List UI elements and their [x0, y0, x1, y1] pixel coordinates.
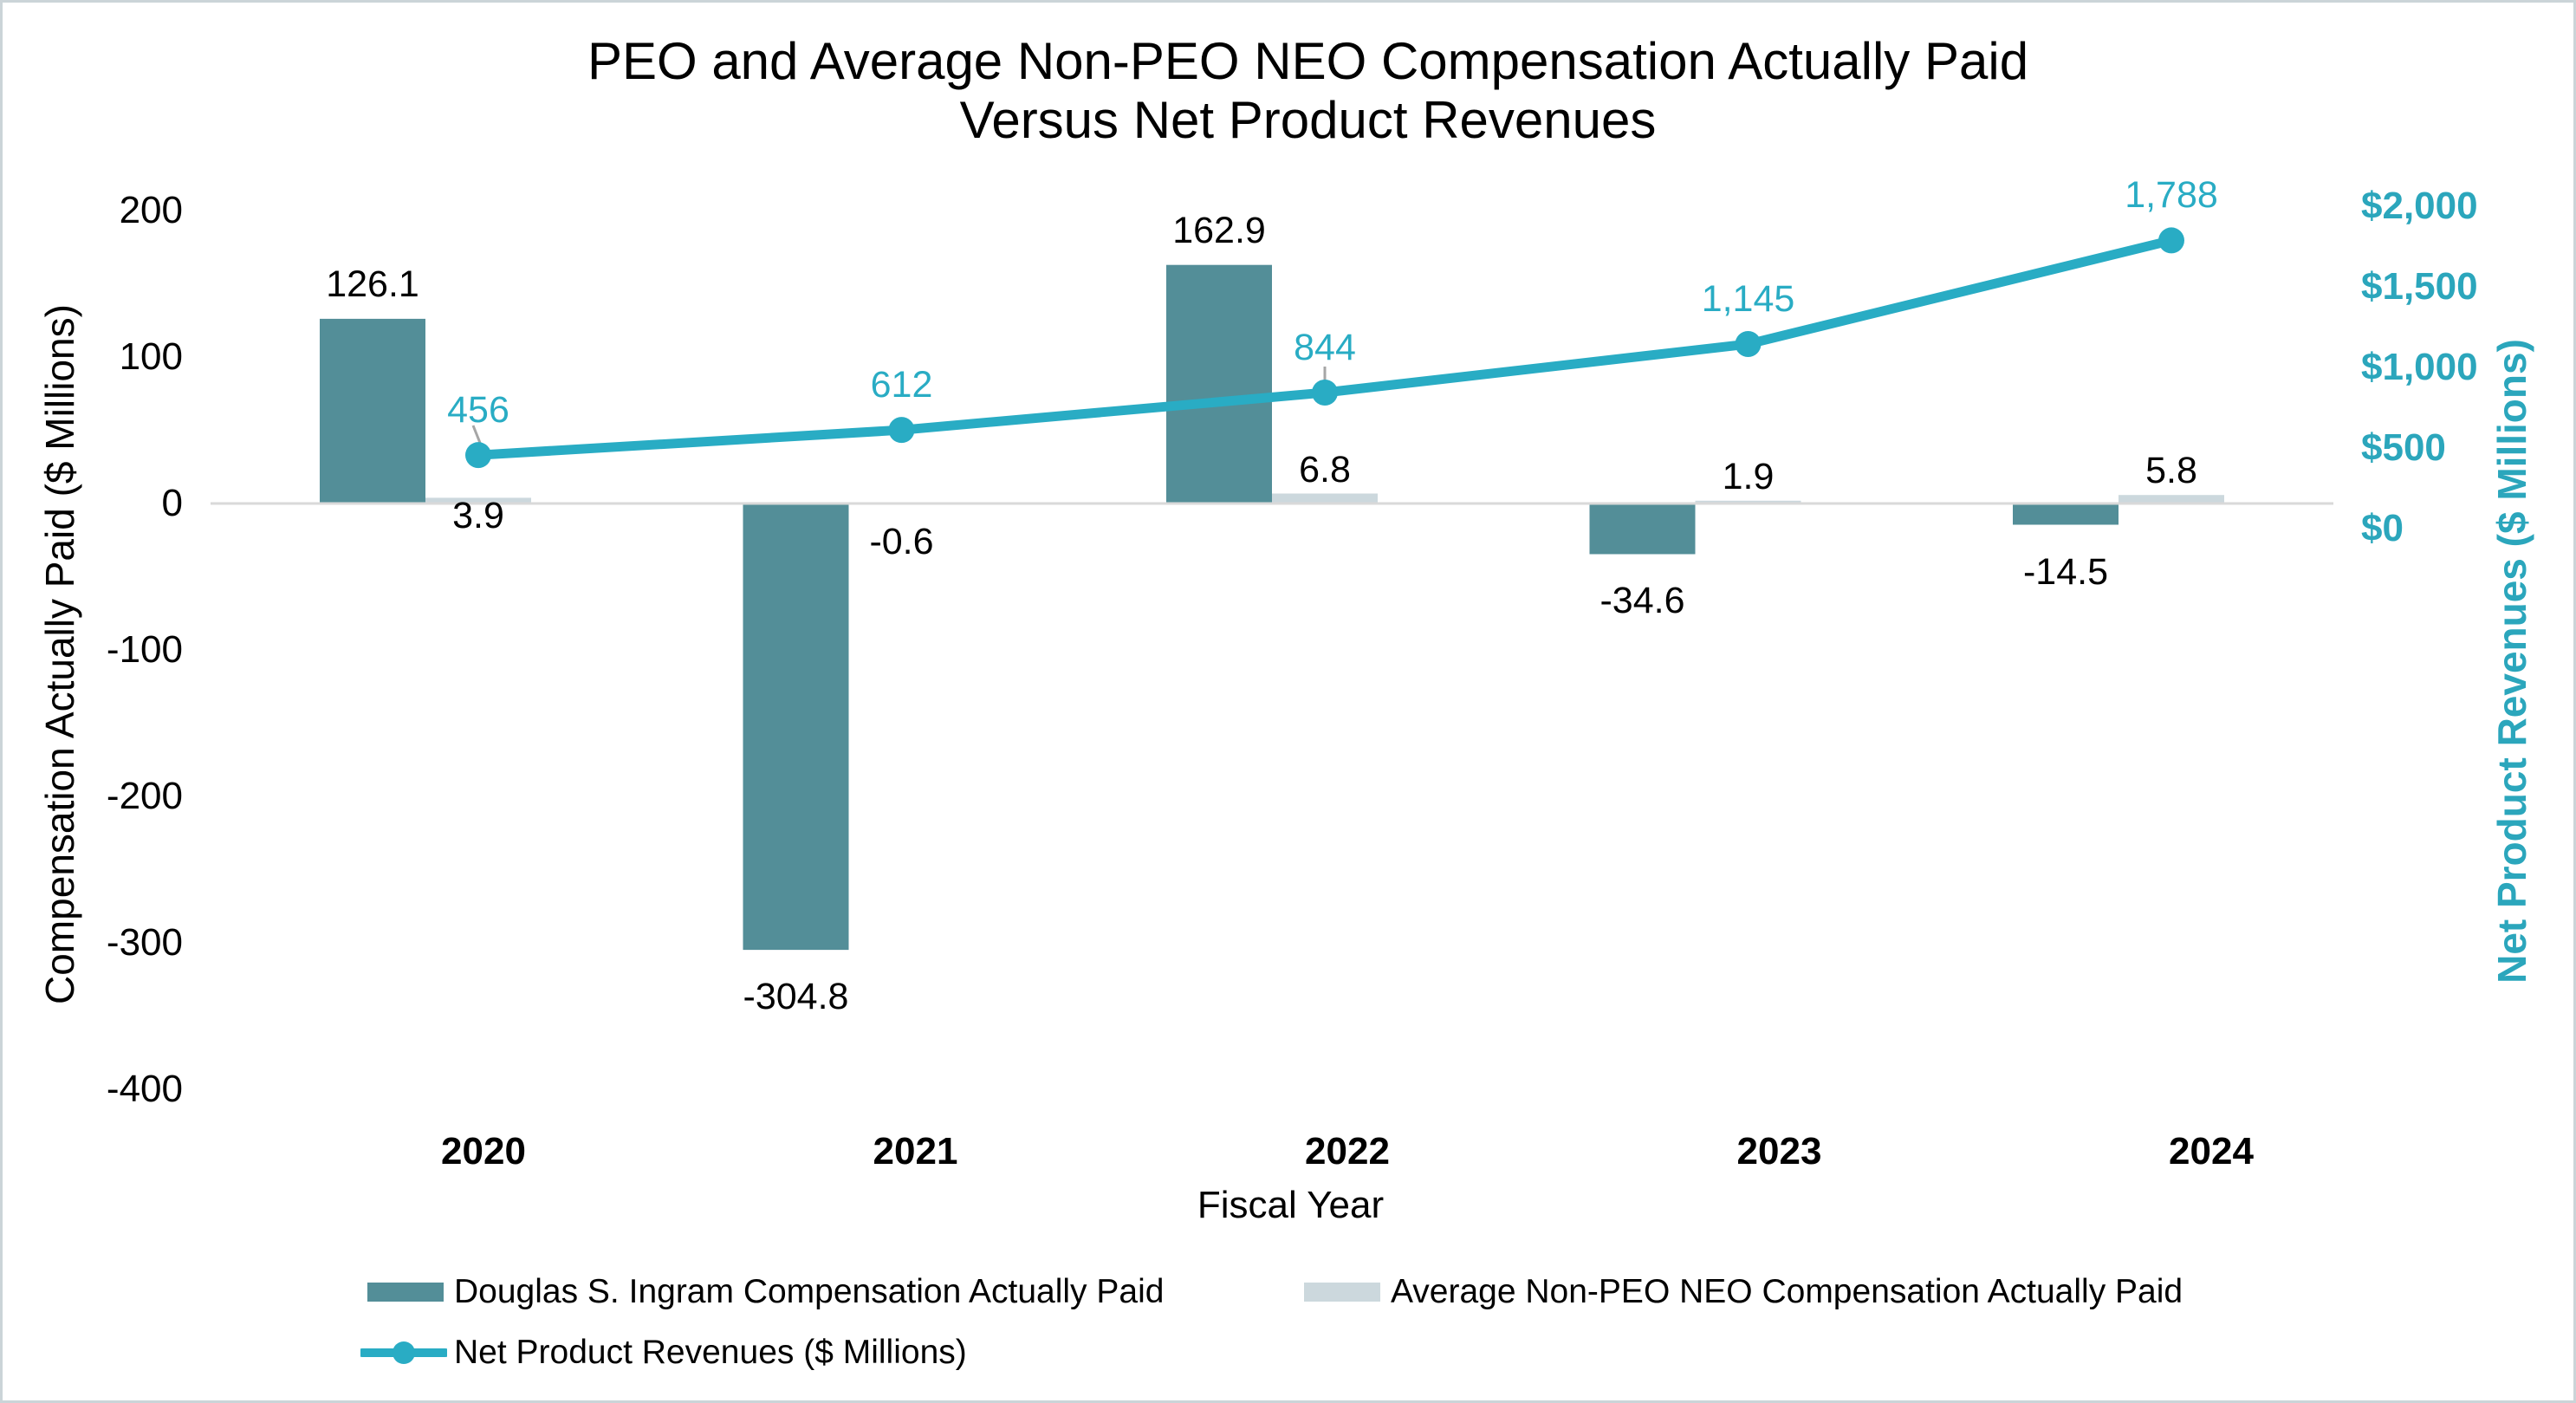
revenue-marker-2023 — [1735, 331, 1762, 358]
left-axis-title: Compensation Actually Paid ($ Millions) — [37, 304, 82, 1004]
value-label-peo-2022: 162.9 — [1172, 209, 1266, 251]
legend-label-nonpeo: Average Non-PEO NEO Compensation Actuall… — [1391, 1273, 2183, 1310]
right-axis-tick: $0 — [2361, 507, 2404, 549]
value-label-peo-2024: -14.5 — [2022, 550, 2109, 593]
x-axis-title: Fiscal Year — [1197, 1184, 1385, 1226]
x-axis-label-2023: 2023 — [1736, 1130, 1822, 1172]
x-axis-label-2020: 2020 — [441, 1130, 526, 1172]
left-axis-tick: -200 — [106, 775, 183, 817]
left-axis-tick: 200 — [119, 189, 183, 231]
value-label-nonpeo-2020: 3.9 — [452, 495, 504, 536]
value-label-revenue-2022: 844 — [1294, 327, 1356, 369]
value-label-revenue-2020: 456 — [447, 389, 509, 432]
left-axis-tick: -400 — [106, 1068, 183, 1110]
value-label-peo-2023: -34.6 — [1599, 580, 1685, 622]
left-axis-tick: -300 — [106, 921, 183, 964]
value-label-revenue-2023: 1,145 — [1701, 278, 1795, 321]
x-axis-label-2022: 2022 — [1305, 1130, 1390, 1172]
bar-nonpeo-2023 — [1695, 500, 1801, 503]
x-axis-label-2021: 2021 — [873, 1130, 958, 1172]
right-axis-tick: $500 — [2361, 426, 2446, 469]
right-axis-tick: $1,000 — [2361, 346, 2478, 388]
bar-peo-2021 — [743, 503, 849, 951]
legend-swatch-revenue-line — [360, 1341, 447, 1364]
legend-label-peo: Douglas S. Ingram Compensation Actually … — [454, 1273, 1165, 1310]
revenue-marker-2024 — [2158, 227, 2184, 254]
legend-item-peo: Douglas S. Ingram Compensation Actually … — [367, 1273, 1164, 1311]
chart-title-line2: Versus Net Product Revenues — [959, 91, 1657, 149]
value-label-peo-2021: -304.8 — [743, 976, 849, 1018]
value-label-nonpeo-2021: -0.6 — [869, 521, 934, 562]
bar-nonpeo-2024 — [2119, 495, 2224, 503]
value-label-nonpeo-2022: 6.8 — [1299, 448, 1351, 490]
legend-item-revenues: Net Product Revenues ($ Millions) — [360, 1334, 967, 1372]
legend-swatch-nonpeo-bar — [1304, 1283, 1380, 1302]
bar-peo-2024 — [2013, 503, 2119, 525]
legend-item-nonpeo: Average Non-PEO NEO Compensation Actuall… — [1304, 1273, 2183, 1311]
revenue-marker-2021 — [888, 417, 915, 444]
bar-nonpeo-2022 — [1272, 493, 1378, 503]
revenue-marker-2020 — [465, 442, 491, 469]
value-label-revenue-2024: 1,788 — [2125, 174, 2218, 217]
x-axis-label-2024: 2024 — [2169, 1130, 2254, 1172]
legend-label-revenues: Net Product Revenues ($ Millions) — [454, 1334, 967, 1371]
left-axis-tick: -100 — [106, 628, 183, 671]
bar-peo-2020 — [320, 318, 425, 503]
value-label-peo-2020: 126.1 — [326, 263, 419, 305]
revenue-marker-2022 — [1312, 380, 1338, 406]
bar-peo-2023 — [1589, 503, 1696, 555]
bar-peo-2022 — [1166, 264, 1272, 503]
value-label-revenue-2021: 612 — [870, 364, 933, 406]
value-label-nonpeo-2023: 1.9 — [1722, 455, 1775, 497]
legend-swatch-peo-bar — [367, 1283, 444, 1302]
right-axis-title: Net Product Revenues ($ Millions) — [2489, 339, 2534, 984]
chart-title: PEO and Average Non-PEO NEO Compensation… — [37, 32, 2573, 150]
leader-line-2020 — [471, 425, 482, 444]
plot-area — [211, 227, 2333, 951]
chart-title-line1: PEO and Average Non-PEO NEO Compensation… — [587, 32, 2029, 90]
value-label-nonpeo-2024: 5.8 — [2145, 450, 2197, 492]
left-axis-tick: 0 — [161, 482, 183, 524]
right-axis-tick: $2,000 — [2361, 185, 2478, 227]
right-axis-tick: $1,500 — [2361, 265, 2478, 308]
left-axis-tick: 100 — [119, 335, 183, 378]
bar-nonpeo-2020 — [425, 497, 531, 503]
